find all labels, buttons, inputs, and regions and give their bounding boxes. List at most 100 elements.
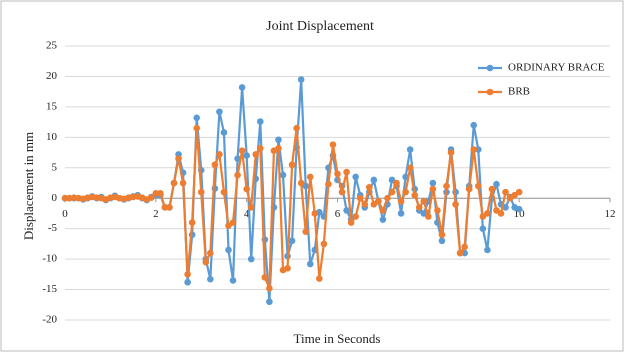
data-point	[229, 277, 237, 284]
data-point	[61, 194, 69, 202]
data-point	[170, 179, 178, 187]
data-point	[429, 179, 437, 187]
data-point	[497, 210, 505, 217]
data-point	[247, 204, 255, 211]
data-point	[207, 249, 214, 257]
data-point	[465, 185, 473, 193]
data-point	[343, 168, 350, 176]
data-point	[447, 149, 455, 156]
x-tick-label: 6	[335, 208, 341, 220]
data-point	[275, 136, 282, 144]
data-point	[238, 147, 246, 155]
data-point	[438, 231, 446, 239]
data-point	[220, 129, 228, 136]
data-point	[329, 141, 337, 148]
data-point	[343, 207, 350, 214]
data-point	[184, 271, 191, 278]
data-point	[352, 213, 359, 220]
x-tick-label: 4	[244, 208, 250, 220]
data-point	[365, 183, 373, 191]
data-point	[379, 216, 387, 223]
data-point	[452, 201, 459, 208]
data-point	[225, 246, 232, 254]
data-point	[320, 240, 328, 248]
data-point	[515, 205, 523, 213]
data-point	[474, 182, 482, 190]
data-point	[256, 144, 264, 152]
data-point	[234, 171, 241, 179]
data-point	[484, 210, 491, 217]
y-tick-label: 5	[52, 161, 58, 173]
data-point	[193, 114, 201, 122]
x-tick-label: 12	[605, 208, 616, 220]
data-point	[402, 188, 409, 196]
data-point	[429, 185, 437, 193]
data-point	[261, 274, 269, 281]
data-point	[175, 155, 182, 162]
y-tick-label: 0	[52, 192, 58, 204]
data-point	[216, 108, 223, 116]
data-point	[293, 124, 300, 132]
data-point	[220, 188, 228, 196]
data-point	[356, 194, 364, 202]
data-point	[166, 204, 173, 211]
data-point	[184, 278, 191, 286]
data-point	[375, 197, 382, 205]
data-point	[311, 210, 319, 217]
data-point	[297, 179, 305, 187]
data-point	[461, 243, 468, 251]
data-point	[411, 191, 419, 199]
data-point	[147, 194, 155, 201]
data-point	[161, 204, 169, 211]
data-point	[188, 219, 196, 226]
data-point	[388, 188, 396, 196]
data-point	[461, 249, 468, 257]
y-tick-label: 25	[46, 40, 58, 52]
data-point	[152, 190, 160, 197]
data-point	[229, 219, 237, 226]
data-point	[288, 237, 296, 245]
data-point	[370, 176, 378, 184]
data-point	[443, 182, 450, 190]
y-tick-label: -5	[48, 222, 58, 234]
data-point	[316, 275, 323, 282]
data-point	[425, 213, 432, 220]
y-axis-label: Displacement in mm	[21, 132, 36, 240]
data-point	[211, 161, 219, 169]
data-point	[279, 171, 287, 179]
data-point	[197, 188, 205, 196]
data-point	[216, 151, 223, 158]
data-point	[515, 188, 523, 196]
data-point	[297, 76, 305, 83]
data-point	[288, 161, 296, 169]
data-point	[243, 185, 250, 193]
data-point	[202, 258, 210, 266]
y-tick-label: 10	[46, 131, 58, 143]
data-point	[397, 197, 405, 205]
data-point	[238, 84, 246, 91]
data-point	[284, 264, 291, 272]
x-tick-label: 10	[514, 208, 526, 220]
data-point	[302, 228, 310, 236]
y-tick-label: -20	[42, 314, 57, 326]
data-point	[338, 188, 346, 196]
data-point	[406, 164, 414, 172]
x-tick-label: 0	[62, 208, 68, 220]
legend-marker	[486, 88, 494, 96]
x-axis-label: Time in Seconds	[294, 331, 381, 346]
data-point	[434, 207, 441, 214]
data-point	[420, 197, 428, 205]
y-tick-label: -15	[42, 283, 57, 295]
data-point	[484, 246, 491, 254]
data-point	[157, 190, 164, 197]
y-tick-label: 15	[46, 100, 58, 112]
data-point	[252, 151, 260, 158]
data-point	[456, 249, 464, 257]
data-point	[379, 207, 387, 214]
data-point	[334, 170, 341, 178]
data-point	[406, 146, 414, 153]
data-point	[384, 194, 391, 202]
data-point	[493, 180, 500, 188]
data-point	[470, 146, 478, 153]
